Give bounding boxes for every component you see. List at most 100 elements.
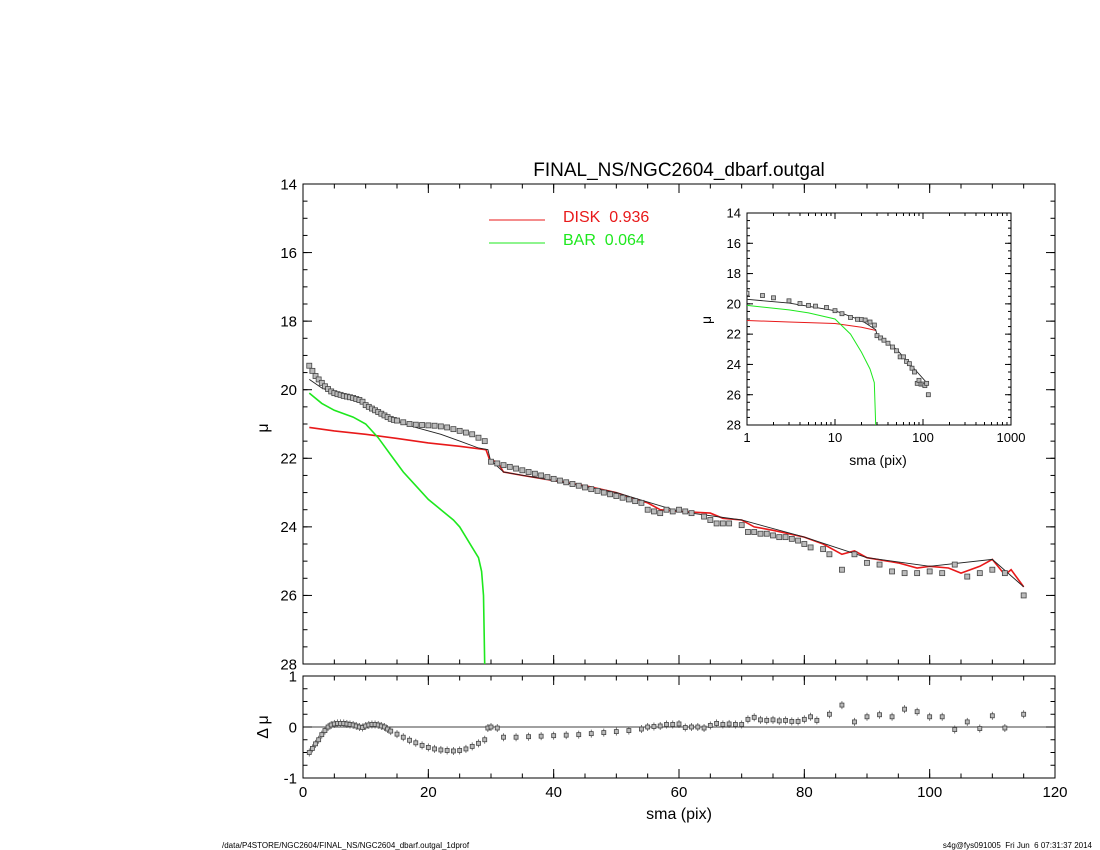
data-point [689,724,694,730]
data-point [613,493,620,499]
footer-user-timestamp: s4g@fys091005 Fri Jun 6 07:31:37 2014 [942,841,1092,850]
plot-area [306,362,1027,664]
x-tick-label: 20 [420,784,437,801]
data-point [359,398,366,405]
main-ylabel: μ [255,423,272,432]
data-point [663,506,670,513]
data-point [877,712,882,718]
data-point [457,748,463,753]
data-point [826,551,833,558]
data-point [751,714,757,720]
main-y-axis: 14 16 18 20 22 24 26 28 [280,176,1056,673]
data-point [557,477,563,484]
data-point [407,737,412,743]
data-point [901,354,906,360]
data-point [782,534,789,541]
data-point [701,725,707,731]
data-point [801,541,808,547]
data-point [394,417,400,424]
data-point [726,721,732,727]
data-point [813,303,818,309]
data-point [651,508,657,515]
data-point [839,566,845,573]
data-point [832,308,838,314]
data-point [797,301,803,306]
data-point [989,566,996,573]
data-point [318,379,325,386]
y-tick-label: 24 [727,357,741,372]
data-point [475,434,482,441]
data-point [867,319,873,325]
data-point [751,529,758,535]
y-tick-label: 18 [727,266,741,281]
data-point [551,733,557,739]
data-point [827,711,832,717]
data-point [594,487,601,494]
data-point [820,546,827,553]
x-tick-label: 1 [743,430,750,445]
data-point [839,311,845,317]
y-tick-label: 24 [280,519,297,536]
data-point [786,298,792,304]
data-point [456,427,463,434]
data-point [626,728,632,733]
data-point [431,422,438,429]
data-point [525,469,532,475]
y-tick-label: 22 [280,451,297,468]
main-series [306,362,1027,664]
data-point [776,718,782,724]
data-point [808,714,813,720]
plot-area [747,290,931,425]
data-point [989,713,995,719]
data-point [319,732,325,738]
y-tick-label: 14 [280,176,297,193]
data-point [760,293,765,298]
data-point [619,494,626,501]
y-tick-label: 20 [280,382,297,399]
data-point [588,731,594,737]
data-point [315,376,322,383]
series-line-bar [747,304,877,425]
data-point [488,724,494,730]
data-point [707,517,714,523]
data-point [862,317,868,323]
data-point [544,474,551,481]
data-point [789,718,795,724]
y-tick-label: 22 [727,327,741,342]
data-point [400,734,406,740]
y-tick-label: -1 [284,770,297,787]
y-tick-label: 0 [289,719,297,736]
data-point [926,568,933,575]
data-point [713,520,720,527]
data-point [601,730,607,736]
data-point [890,344,895,350]
data-point [312,373,319,379]
plot-area [306,701,1027,757]
data-point [726,520,733,527]
data-point [500,462,507,469]
data-point [894,348,899,354]
data-point [588,486,595,493]
data-point [476,740,481,746]
data-point [747,290,750,296]
data-point [795,537,801,544]
y-tick-label: 16 [280,245,297,262]
data-point [776,534,783,541]
data-point [695,724,701,730]
data-point [901,570,908,577]
data-point [657,723,663,729]
x-tick-label: 0 [299,784,307,801]
data-point [688,510,695,517]
data-point [538,733,544,739]
inset-axes: 14 16 18 20 22 24 26 281 10 100 1000 [727,206,1026,445]
data-point [1021,711,1027,717]
data-point [582,484,588,491]
data-point [952,727,958,732]
y-tick-label: 16 [727,236,741,251]
data-point [745,529,751,535]
data-point [657,510,664,517]
data-point [651,724,657,729]
data-point [719,520,726,527]
data-point [306,750,312,755]
